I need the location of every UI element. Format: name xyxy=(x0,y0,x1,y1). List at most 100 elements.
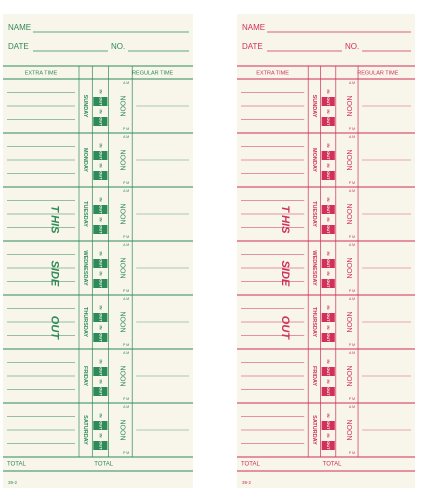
label: P M xyxy=(349,343,355,347)
punch-label: OUT xyxy=(98,441,103,450)
punch-box xyxy=(93,225,108,234)
noon: NOON xyxy=(345,204,352,225)
punch-label: OUT xyxy=(326,259,331,268)
day-name: WEDNESDAY xyxy=(82,250,88,286)
day-name: MONDAY xyxy=(82,148,88,172)
punch-label: IN xyxy=(326,380,331,384)
punch-label: IN xyxy=(98,380,103,384)
punch-box xyxy=(321,313,335,322)
label: A M xyxy=(123,243,129,247)
label: A M xyxy=(123,297,129,301)
day-name: THURSDAY xyxy=(311,307,317,337)
label: TOTAL xyxy=(241,462,260,468)
day-name: SATURDAY xyxy=(82,415,88,445)
punch-box xyxy=(321,117,335,126)
punch-label: OUT xyxy=(98,387,103,396)
punch-box xyxy=(93,387,108,396)
noon: NOON xyxy=(118,150,125,171)
label: NO. xyxy=(111,42,125,51)
label: NAME xyxy=(242,23,265,32)
label: 39-2 xyxy=(242,480,252,485)
side-text: T HIS xyxy=(279,205,291,234)
day-name: SUNDAY xyxy=(82,95,88,118)
punch-label: IN xyxy=(98,306,103,310)
label: A M xyxy=(123,189,129,193)
punch-label: IN xyxy=(98,144,103,148)
punch-box xyxy=(93,333,108,342)
punch-box xyxy=(93,117,108,126)
punch-label: OUT xyxy=(98,367,103,376)
noon: NOON xyxy=(345,366,352,387)
label: P M xyxy=(349,289,355,293)
punch-box xyxy=(93,313,108,322)
label: A M xyxy=(123,135,129,139)
noon: NOON xyxy=(118,96,125,117)
punch-label: IN xyxy=(326,434,331,438)
time-card: NAME DATE NO. EXTRA TIME REGULAR TIME SUNDAY A… xyxy=(237,14,415,488)
punch-label: IN xyxy=(326,90,331,94)
punch-label: IN xyxy=(326,360,331,364)
day-name: SATURDAY xyxy=(311,415,317,445)
label: REGULAR TIME xyxy=(132,70,173,76)
punch-label: OUT xyxy=(326,421,331,430)
punch-label: OUT xyxy=(326,117,331,126)
punch-label: OUT xyxy=(98,171,103,180)
punch-box xyxy=(321,421,335,430)
punch-label: IN xyxy=(326,306,331,310)
noon: NOON xyxy=(345,312,352,333)
label: NAME xyxy=(8,23,31,32)
label: TOTAL xyxy=(94,462,113,468)
punch-box xyxy=(321,97,335,106)
day-name: SUNDAY xyxy=(311,95,317,118)
punch-label: IN xyxy=(98,110,103,114)
day-name: FRIDAY xyxy=(82,366,88,386)
punch-label: IN xyxy=(98,90,103,94)
punch-label: OUT xyxy=(98,151,103,160)
noon: NOON xyxy=(345,420,352,441)
punch-box xyxy=(321,333,335,342)
punch-label: OUT xyxy=(98,97,103,106)
punch-label: OUT xyxy=(326,387,331,396)
label: P M xyxy=(349,235,355,239)
punch-box xyxy=(321,225,335,234)
punch-label: IN xyxy=(98,414,103,418)
day-name: FRIDAY xyxy=(311,366,317,386)
punch-label: OUT xyxy=(98,225,103,234)
label: A M xyxy=(349,297,355,301)
label: EXTRA TIME xyxy=(25,70,58,76)
punch-label: OUT xyxy=(326,97,331,106)
day-name: TUESDAY xyxy=(311,201,317,227)
label: P M xyxy=(123,127,129,131)
punch-box xyxy=(93,97,108,106)
punch-label: IN xyxy=(326,164,331,168)
side-text: SIDE xyxy=(279,261,291,287)
day-name: MONDAY xyxy=(311,148,317,172)
label: A M xyxy=(349,135,355,139)
label: TOTAL xyxy=(323,462,342,468)
label: DATE xyxy=(242,42,263,51)
label: EXTRA TIME xyxy=(256,70,289,76)
punch-label: OUT xyxy=(326,151,331,160)
punch-box xyxy=(93,279,108,288)
punch-box xyxy=(93,367,108,376)
day-name: WEDNESDAY xyxy=(311,250,317,286)
punch-box xyxy=(321,171,335,180)
label: A M xyxy=(123,351,129,355)
punch-box xyxy=(93,421,108,430)
punch-label: IN xyxy=(98,252,103,256)
noon: NOON xyxy=(118,366,125,387)
label: A M xyxy=(123,81,129,85)
punch-box xyxy=(93,171,108,180)
punch-label: OUT xyxy=(98,205,103,214)
label: A M xyxy=(349,81,355,85)
punch-label: OUT xyxy=(326,367,331,376)
punch-box xyxy=(93,205,108,214)
noon: NOON xyxy=(345,96,352,117)
side-text: T HIS xyxy=(48,205,60,234)
noon: NOON xyxy=(118,204,125,225)
punch-label: IN xyxy=(98,434,103,438)
card-background xyxy=(237,14,415,488)
label: A M xyxy=(349,243,355,247)
punch-box xyxy=(93,259,108,268)
noon: NOON xyxy=(345,258,352,279)
